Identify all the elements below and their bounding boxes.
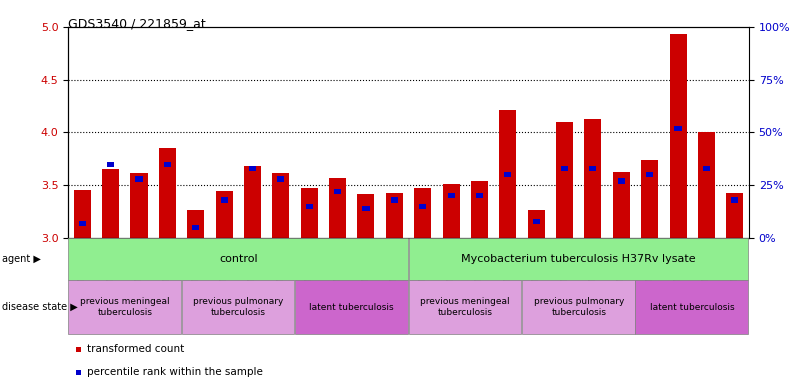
Bar bbox=[618, 179, 625, 184]
Bar bbox=[556, 122, 573, 238]
Bar bbox=[103, 169, 119, 238]
Bar bbox=[613, 172, 630, 238]
Bar bbox=[78, 221, 86, 226]
Bar bbox=[731, 197, 739, 203]
Bar bbox=[74, 190, 91, 238]
Bar bbox=[386, 193, 403, 238]
Bar bbox=[702, 166, 710, 171]
Text: previous meningeal
tuberculosis: previous meningeal tuberculosis bbox=[80, 298, 170, 317]
Bar bbox=[159, 148, 176, 238]
Bar bbox=[357, 194, 374, 238]
Bar bbox=[698, 132, 714, 238]
Bar bbox=[135, 176, 143, 182]
Bar bbox=[391, 197, 398, 203]
Bar bbox=[561, 166, 568, 171]
Bar bbox=[590, 166, 597, 171]
Bar bbox=[362, 206, 369, 211]
Text: agent ▶: agent ▶ bbox=[2, 254, 41, 264]
Bar bbox=[215, 190, 232, 238]
Bar bbox=[419, 204, 426, 209]
Bar bbox=[528, 210, 545, 238]
Bar bbox=[471, 181, 488, 238]
Text: control: control bbox=[219, 254, 258, 264]
Bar bbox=[272, 173, 289, 238]
Bar bbox=[164, 162, 171, 167]
Text: Mycobacterium tuberculosis H37Rv lysate: Mycobacterium tuberculosis H37Rv lysate bbox=[461, 254, 696, 264]
Bar bbox=[220, 197, 227, 203]
Text: latent tuberculosis: latent tuberculosis bbox=[650, 303, 735, 312]
Bar bbox=[499, 110, 517, 238]
Bar bbox=[249, 166, 256, 171]
Bar bbox=[244, 166, 261, 238]
Bar bbox=[670, 34, 686, 238]
Bar bbox=[674, 126, 682, 131]
Bar bbox=[131, 173, 147, 238]
Bar bbox=[448, 193, 455, 199]
Bar bbox=[641, 160, 658, 238]
Text: previous meningeal
tuberculosis: previous meningeal tuberculosis bbox=[421, 298, 510, 317]
Bar bbox=[505, 172, 511, 177]
Bar bbox=[329, 178, 346, 238]
Text: GDS3540 / 221859_at: GDS3540 / 221859_at bbox=[68, 17, 206, 30]
Text: previous pulmonary
tuberculosis: previous pulmonary tuberculosis bbox=[193, 298, 284, 317]
Text: disease state ▶: disease state ▶ bbox=[2, 302, 78, 312]
Text: percentile rank within the sample: percentile rank within the sample bbox=[87, 367, 263, 377]
Bar bbox=[442, 184, 460, 238]
Bar bbox=[585, 119, 602, 238]
Bar bbox=[727, 193, 743, 238]
Bar bbox=[306, 204, 312, 209]
Text: transformed count: transformed count bbox=[87, 344, 184, 354]
Bar bbox=[300, 189, 318, 238]
Bar bbox=[414, 189, 431, 238]
Bar bbox=[334, 189, 341, 194]
Bar bbox=[277, 176, 284, 182]
Bar bbox=[192, 225, 199, 230]
Bar bbox=[187, 210, 204, 238]
Text: previous pulmonary
tuberculosis: previous pulmonary tuberculosis bbox=[533, 298, 624, 317]
Bar bbox=[533, 218, 540, 224]
Bar bbox=[476, 193, 483, 199]
Bar bbox=[646, 172, 653, 177]
Bar bbox=[107, 162, 115, 167]
Text: latent tuberculosis: latent tuberculosis bbox=[309, 303, 394, 312]
